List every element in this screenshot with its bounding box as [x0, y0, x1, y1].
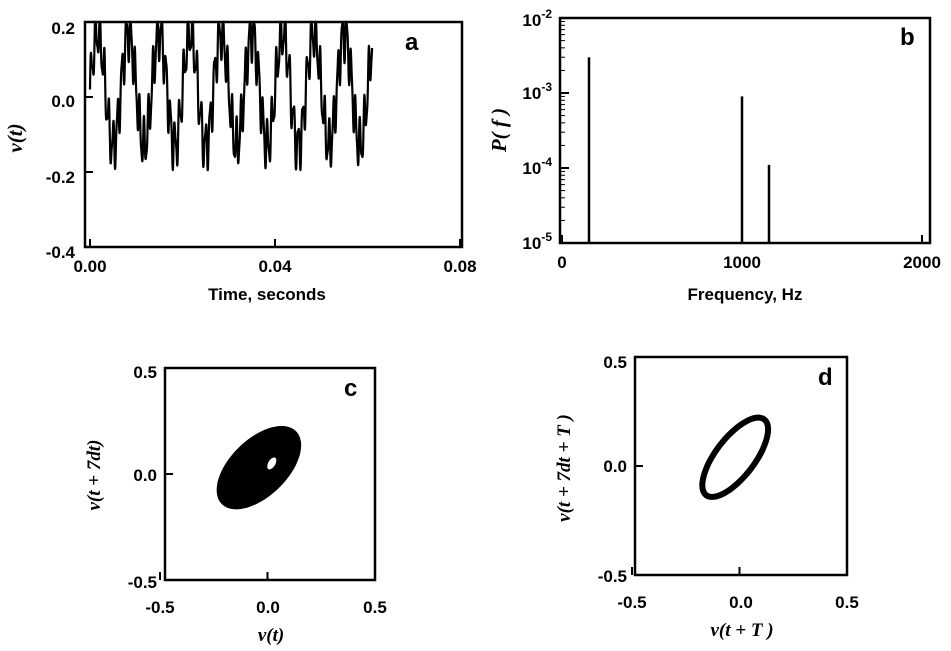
panel-d-loop-line: [699, 414, 772, 500]
panel-c-label: c: [344, 375, 357, 402]
panel-d-label: d: [818, 364, 833, 391]
panel-b-ylabel: P( f ): [487, 108, 511, 153]
panel-b-ytick-label: 10-4: [522, 155, 552, 178]
panel-a-ytick-label: 0.2: [51, 19, 75, 38]
panel-b-ytick-label: 10-5: [522, 230, 552, 253]
panel-c-ytick-label: 0.5: [133, 363, 157, 382]
panel-d-xtick-label: 0.0: [729, 593, 753, 612]
panel-c-xlabel: v(t): [258, 625, 284, 646]
panel-c-attractor-cloud: [216, 425, 302, 510]
panel-b-label: b: [900, 24, 915, 51]
panel-a-signal-line: [88, 20, 374, 172]
panel-d-frame: [633, 355, 849, 577]
panel-d-ticks: [631, 356, 848, 576]
panel-b-xtick-label: 2000: [903, 253, 941, 272]
panel-b-ytick-label: 10-3: [522, 80, 552, 103]
panel-b-xtick-label: 0: [557, 253, 566, 272]
panel-a-frame: [83, 20, 464, 249]
panel-b-bars: [587, 57, 771, 243]
panel-a-xlabel: Time, seconds: [208, 285, 326, 304]
panel-d-ylabel: v(t + 7dt + T ): [554, 414, 575, 522]
panel-a-xtick-label: 0.00: [73, 257, 106, 276]
panel-d: d v(t + T ) v(t + 7dt + T ) 0.5 0.0 -0.5…: [554, 353, 859, 641]
panel-a-ytick-label: -0.2: [46, 168, 75, 187]
panel-c-xtick-label: 0.5: [363, 598, 387, 617]
panel-d-xlabel: v(t + T ): [710, 620, 773, 641]
panel-a-ytick-label: -0.4: [46, 243, 76, 262]
panel-a-xtick-label: 0.04: [258, 257, 292, 276]
panel-b-ytick-label: 10-2: [522, 7, 552, 30]
panel-d-ytick-label: 0.0: [603, 457, 627, 476]
panel-c-xtick-label: -0.5: [145, 598, 174, 617]
panel-d-ytick-label: 0.5: [603, 353, 627, 372]
panel-c-ticks: [159, 367, 376, 581]
panel-b-xtick-label: 1000: [723, 253, 761, 272]
panel-b: b Frequency, Hz P( f ) 10-2 10-3 10-4 10…: [487, 7, 941, 304]
panel-c: c v(t) v(t + 7dt) 0.5 0.0 -0.5 -0.5 0.0 …: [84, 363, 387, 646]
panel-c-xtick-label: 0.0: [256, 598, 280, 617]
panel-c-ylabel: v(t + 7dt): [84, 440, 105, 511]
panel-c-ytick-label: -0.5: [128, 573, 157, 592]
panel-a: a Time, seconds v(t) 0.2 0.0 -0.2 -0.4 0…: [3, 19, 477, 304]
panel-d-xtick-label: -0.5: [617, 593, 646, 612]
panel-d-ytick-label: -0.5: [598, 567, 627, 586]
panel-d-xtick-label: 0.5: [835, 593, 859, 612]
panel-a-ytick-label: 0.0: [51, 92, 75, 111]
panel-a-ylabel: v(t): [3, 123, 27, 152]
panel-c-ytick-label: 0.0: [133, 466, 157, 485]
panel-b-xlabel: Frequency, Hz: [688, 285, 803, 304]
panel-b-frame: [558, 16, 932, 245]
panel-a-ticks: [85, 21, 461, 248]
panel-a-label: a: [405, 29, 419, 56]
panel-a-xtick-label: 0.08: [443, 257, 476, 276]
